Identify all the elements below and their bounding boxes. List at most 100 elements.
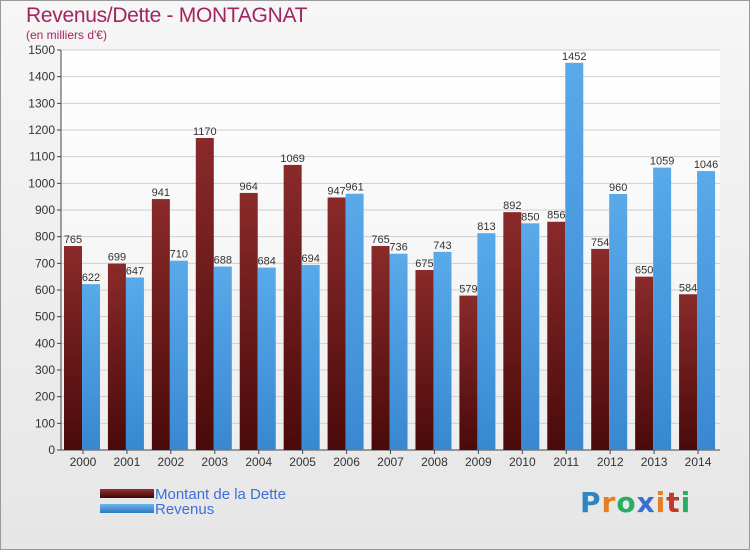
data-label-dette: 675 (415, 258, 433, 270)
data-label-revenus: 688 (214, 255, 232, 267)
data-label-dette: 699 (108, 252, 126, 264)
bar-revenus (125, 277, 144, 450)
data-label-revenus: 736 (389, 242, 407, 254)
legend-swatch-revenus (100, 504, 154, 513)
data-label-dette: 765 (64, 234, 82, 246)
data-label-revenus: 960 (609, 182, 627, 194)
y-tick-label: 1100 (29, 150, 55, 164)
bar-dette (679, 294, 698, 450)
logo-letter: t (666, 486, 681, 519)
y-tick-label: 600 (35, 283, 55, 297)
bar-revenus (213, 266, 232, 450)
x-tick-label: 2011 (553, 455, 579, 469)
data-label-dette: 1170 (193, 126, 217, 138)
data-label-revenus: 1046 (694, 159, 718, 171)
bar-revenus (521, 223, 540, 450)
y-tick-label: 500 (35, 310, 55, 324)
x-tick-label: 2003 (201, 455, 228, 469)
bar-dette (151, 199, 170, 450)
data-label-dette: 892 (503, 200, 521, 212)
data-label-dette: 964 (240, 181, 258, 193)
x-tick-label: 2005 (289, 455, 316, 469)
bar-revenus (477, 233, 496, 450)
bar-dette (503, 212, 522, 450)
data-label-dette: 579 (459, 284, 477, 296)
data-label-revenus: 1059 (650, 156, 674, 168)
data-label-revenus: 1452 (562, 51, 586, 63)
y-tick-label: 200 (35, 390, 55, 404)
legend-swatch-dette (100, 489, 154, 498)
data-label-revenus: 694 (301, 253, 319, 265)
bar-dette (591, 248, 610, 450)
x-tick-label: 2006 (333, 455, 360, 469)
data-label-revenus: 622 (82, 272, 100, 284)
bar-revenus (257, 267, 276, 450)
bar-dette (195, 138, 214, 450)
logo-letter: x (636, 486, 656, 519)
data-label-dette: 941 (152, 187, 170, 199)
data-label-revenus: 710 (170, 249, 188, 261)
bar-dette (635, 276, 654, 450)
data-label-dette: 1069 (280, 153, 304, 165)
bar-revenus (345, 193, 364, 450)
bar-revenus (433, 251, 452, 450)
data-label-revenus: 961 (345, 182, 363, 194)
y-tick-label: 1200 (28, 123, 55, 137)
x-tick-label: 2004 (245, 455, 272, 469)
chart-title: Revenus/Dette - MONTAGNAT (26, 4, 308, 27)
data-label-dette: 650 (635, 265, 653, 277)
y-tick-label: 100 (35, 416, 55, 430)
x-tick-label: 2000 (70, 455, 97, 469)
bar-revenus (169, 260, 188, 450)
x-tick-label: 2012 (597, 455, 624, 469)
legend-label-dette: Montant de la Dette (155, 486, 286, 503)
bar-revenus (565, 62, 584, 451)
bar-dette (64, 246, 82, 450)
bar-dette (107, 263, 126, 450)
bar-revenus (609, 194, 628, 450)
data-label-dette: 856 (547, 210, 565, 222)
x-tick-label: 2010 (509, 455, 536, 469)
y-tick-label: 400 (35, 336, 55, 350)
data-label-revenus: 647 (126, 265, 144, 277)
y-tick-label: 800 (35, 230, 55, 244)
data-label-dette: 754 (591, 237, 609, 249)
bar-dette (415, 270, 434, 450)
logo-letter: o (616, 486, 637, 519)
bar-revenus (389, 253, 408, 450)
data-label-revenus: 684 (258, 256, 276, 268)
y-tick-label: 1400 (28, 70, 55, 84)
data-label-dette: 765 (371, 234, 389, 246)
y-tick-label: 300 (35, 363, 55, 377)
x-tick-label: 2008 (421, 455, 448, 469)
x-tick-label: 2009 (465, 455, 492, 469)
logo-letter: i (655, 486, 667, 519)
legend-label-revenus: Revenus (155, 501, 215, 518)
y-tick-label: 0 (48, 443, 55, 457)
bar-revenus (697, 171, 716, 451)
x-tick-label: 2013 (641, 455, 668, 469)
data-label-dette: 584 (679, 282, 697, 294)
bar-revenus (82, 284, 100, 450)
chart-subtitle: (en milliers d'€) (26, 28, 107, 42)
data-label-dette: 947 (327, 185, 345, 197)
bar-dette (239, 192, 258, 450)
logo-letter: P (580, 486, 602, 519)
y-tick-label: 700 (35, 256, 55, 270)
bar-dette (371, 246, 390, 450)
logo-letter: r (601, 486, 617, 519)
x-tick-label: 2014 (685, 455, 712, 469)
y-tick-label: 1300 (28, 96, 55, 110)
x-tick-label: 2007 (377, 455, 404, 469)
bar-revenus (653, 167, 672, 450)
proxiti-logo: Proxiti (580, 486, 691, 519)
data-label-revenus: 813 (477, 221, 495, 233)
x-tick-label: 2001 (114, 455, 141, 469)
x-tick-label: 2002 (157, 455, 184, 469)
bar-dette (459, 295, 478, 450)
logo-letter: i (680, 486, 692, 519)
bar-dette (547, 221, 566, 450)
y-tick-label: 1000 (28, 176, 55, 190)
bar-dette (283, 164, 302, 450)
